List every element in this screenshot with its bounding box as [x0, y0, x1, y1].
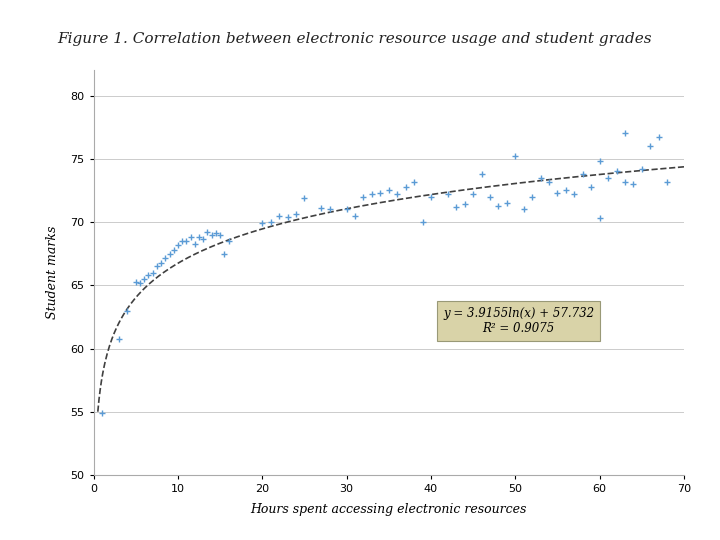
Point: [176, 237, 188, 245]
Point: [185, 233, 197, 241]
Point: [408, 177, 420, 186]
Point: [341, 205, 352, 214]
Point: [315, 204, 327, 212]
Point: [299, 194, 310, 202]
Point: [426, 192, 437, 201]
Point: [138, 275, 150, 284]
Point: [535, 173, 546, 182]
Point: [193, 233, 204, 241]
Point: [202, 228, 213, 237]
Point: [417, 218, 428, 226]
Point: [130, 277, 142, 286]
Point: [459, 200, 470, 208]
Point: [442, 190, 454, 199]
Text: Figure 1. Correlation between electronic resource usage and student grades: Figure 1. Correlation between electronic…: [58, 32, 652, 46]
Point: [366, 190, 378, 199]
Point: [653, 133, 665, 141]
Point: [151, 262, 163, 271]
Point: [467, 190, 479, 199]
Point: [210, 229, 222, 238]
Point: [585, 183, 597, 191]
Point: [485, 192, 496, 201]
Point: [594, 214, 606, 222]
Point: [383, 186, 395, 195]
Text: y = 3.9155ln(x) + 57.732
R² = 0.9075: y = 3.9155ln(x) + 57.732 R² = 0.9075: [443, 307, 594, 335]
Point: [552, 188, 563, 197]
Point: [451, 202, 462, 211]
Point: [265, 218, 276, 226]
Point: [577, 170, 588, 178]
Point: [619, 177, 631, 186]
Point: [172, 240, 184, 249]
Point: [636, 165, 647, 173]
Point: [628, 180, 639, 188]
X-axis label: Hours spent accessing electronic resources: Hours spent accessing electronic resourc…: [251, 503, 527, 516]
Point: [163, 249, 175, 258]
Point: [400, 183, 411, 191]
Point: [189, 239, 201, 248]
Point: [222, 237, 234, 245]
Point: [215, 231, 226, 239]
Point: [256, 219, 268, 228]
Point: [324, 205, 336, 214]
Point: [143, 271, 154, 280]
Point: [526, 192, 538, 201]
Point: [160, 253, 171, 262]
Point: [282, 213, 293, 221]
Point: [611, 167, 622, 176]
Point: [122, 306, 133, 315]
Point: [662, 177, 673, 186]
Point: [206, 231, 217, 239]
Point: [197, 234, 209, 243]
Point: [358, 192, 369, 201]
Point: [134, 279, 145, 287]
Point: [644, 142, 656, 151]
Point: [290, 210, 302, 219]
Point: [147, 268, 158, 277]
Point: [349, 212, 361, 220]
Point: [274, 212, 285, 220]
Point: [510, 152, 521, 160]
Y-axis label: Student marks: Student marks: [46, 226, 59, 319]
Point: [501, 199, 513, 207]
Point: [518, 205, 529, 214]
Point: [156, 258, 167, 267]
Point: [168, 246, 179, 254]
Point: [594, 157, 606, 166]
Point: [492, 201, 504, 210]
Point: [560, 186, 572, 195]
Point: [392, 190, 403, 199]
Point: [619, 129, 631, 138]
Point: [113, 334, 125, 343]
Point: [569, 190, 580, 199]
Point: [219, 249, 230, 258]
Point: [544, 177, 555, 186]
Point: [96, 409, 108, 417]
Point: [603, 173, 614, 182]
Point: [476, 170, 487, 178]
Point: [374, 188, 386, 197]
Point: [181, 237, 192, 245]
